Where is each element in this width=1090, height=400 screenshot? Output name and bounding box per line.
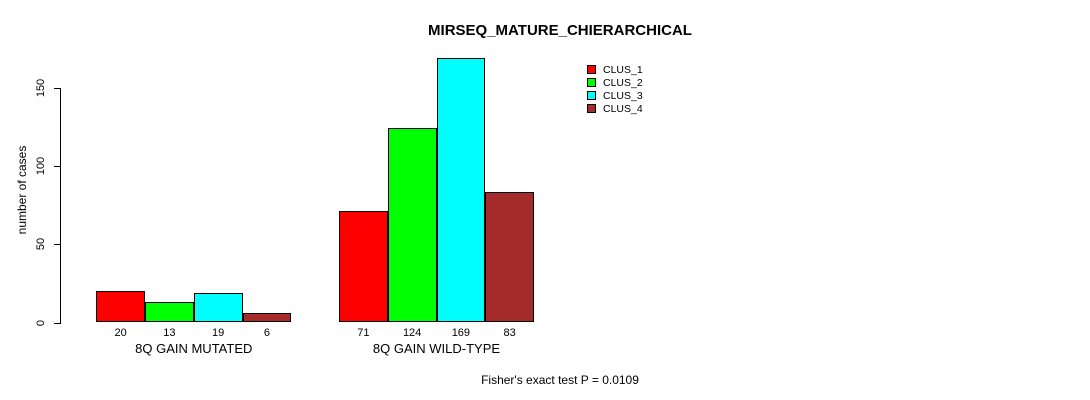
- fisher-test-annotation: Fisher's exact test P = 0.0109: [481, 373, 639, 387]
- category-label: 8Q GAIN WILD-TYPE: [372, 341, 501, 356]
- bar-value-label: 13: [163, 327, 176, 339]
- legend: CLUS_1 CLUS_2 CLUS_3 CLUS_4: [587, 63, 643, 115]
- legend-item-clus_1: CLUS_1: [587, 63, 643, 76]
- y-tick-mark: [53, 165, 60, 167]
- legend-swatch-icon: [587, 104, 596, 113]
- legend-label: CLUS_3: [603, 89, 643, 102]
- bar-value-label: 20: [114, 327, 127, 339]
- bar-clus_4-group2: [485, 192, 534, 323]
- y-tick-mark: [53, 87, 60, 89]
- bar-value-label: 71: [357, 327, 370, 339]
- bar-clus_1-group1: [96, 291, 145, 323]
- y-tick-label: 0: [35, 319, 47, 326]
- bar-value-label: 169: [451, 327, 471, 339]
- legend-item-clus_2: CLUS_2: [587, 76, 643, 89]
- legend-label: CLUS_4: [603, 102, 643, 115]
- y-tick-mark: [53, 244, 60, 246]
- legend-item-clus_3: CLUS_3: [587, 89, 643, 102]
- y-axis-line: [59, 87, 61, 324]
- bar-value-label: 83: [503, 327, 516, 339]
- bar-clus_4-group1: [242, 313, 292, 323]
- legend-label: CLUS_1: [603, 63, 643, 76]
- bar-clus_3-group2: [436, 57, 486, 323]
- legend-swatch-icon: [587, 78, 596, 87]
- y-tick-label: 100: [35, 156, 47, 176]
- category-label: 8Q GAIN MUTATED: [135, 341, 253, 356]
- chart-title: MIRSEQ_MATURE_CHIERARCHICAL: [428, 22, 692, 39]
- y-tick-label: 150: [35, 78, 47, 97]
- y-tick-label: 50: [35, 238, 47, 251]
- legend-swatch-icon: [587, 91, 596, 100]
- bar-clus_1-group2: [339, 211, 388, 323]
- y-tick-mark: [53, 322, 60, 324]
- bar-value-label: 19: [212, 327, 225, 339]
- legend-label: CLUS_2: [603, 76, 643, 89]
- y-axis-label: number of cases: [15, 145, 29, 235]
- bar-clus_3-group1: [193, 292, 243, 323]
- bar-value-label: 124: [402, 327, 422, 339]
- bar-value-label: 6: [263, 327, 270, 339]
- legend-item-clus_4: CLUS_4: [587, 102, 643, 115]
- legend-swatch-icon: [587, 65, 596, 74]
- bar-clus_2-group2: [387, 128, 437, 323]
- bar-clus_2-group1: [145, 302, 194, 323]
